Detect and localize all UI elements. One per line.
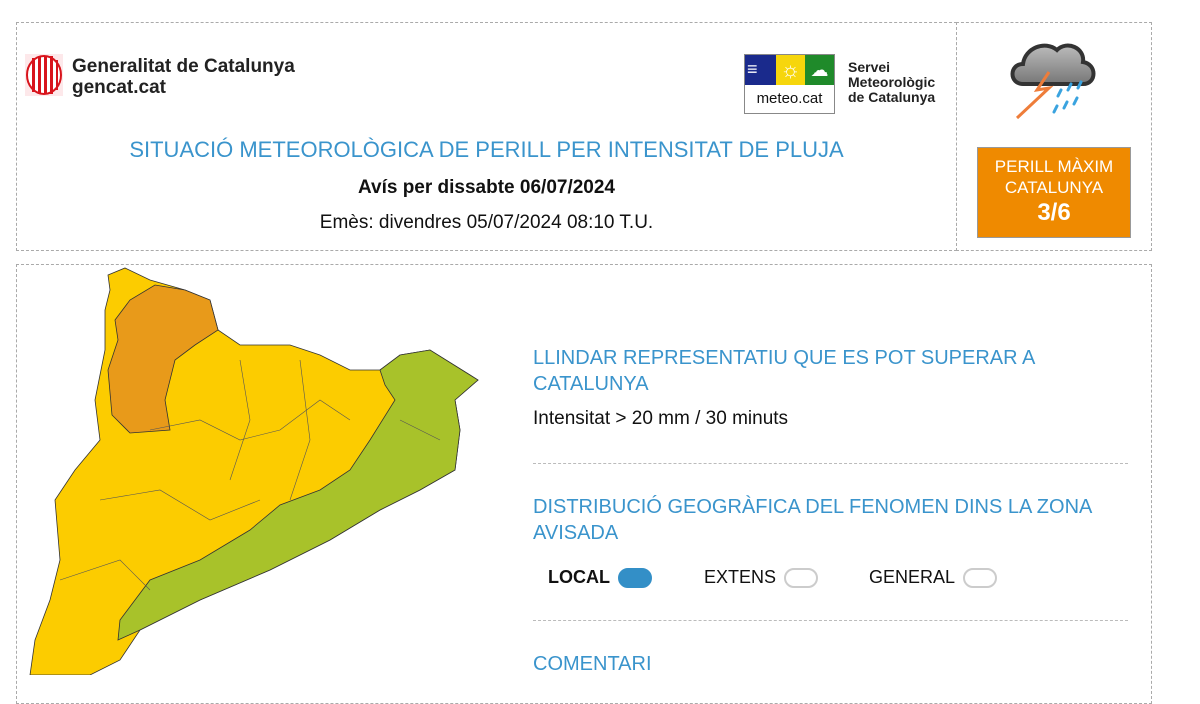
max-danger-badge: PERILL MÀXIM CATALUNYA 3/6 bbox=[977, 147, 1131, 238]
forecast-date: Avís per dissabte 06/07/2024 bbox=[357, 177, 615, 198]
option-local: LOCAL bbox=[548, 567, 652, 588]
page-title: SITUACIÓ METEOROLÒGICA DE PERILL PER INT… bbox=[129, 137, 844, 162]
distribution-heading: DISTRIBUCIÓ GEOGRÀFICA DEL FENOMEN DINS … bbox=[533, 496, 1092, 544]
smc-name-line: Meteorològic bbox=[848, 74, 936, 90]
meteocat-logo: ≡ ☼ ☁ meteo.cat bbox=[744, 54, 835, 114]
extens-indicator bbox=[784, 567, 819, 588]
danger-region: CATALUNYA bbox=[1004, 178, 1104, 197]
gencat-name: Generalitat de Catalunya bbox=[72, 56, 295, 77]
divider bbox=[533, 463, 1128, 464]
option-extens: EXTENS bbox=[704, 567, 819, 588]
divider bbox=[533, 620, 1128, 621]
comment-heading: COMENTARI bbox=[533, 653, 652, 675]
gencat-logo-icon bbox=[25, 54, 63, 96]
sun-icon: ☼ bbox=[776, 55, 805, 85]
option-label: EXTENS bbox=[704, 567, 777, 587]
general-indicator bbox=[963, 567, 998, 588]
map-region-green bbox=[117, 349, 479, 641]
storm-rain-icon bbox=[1010, 43, 1096, 120]
danger-box bbox=[956, 22, 1152, 251]
local-indicator bbox=[618, 567, 652, 588]
option-general: GENERAL bbox=[869, 567, 998, 588]
smc-name-line: de Catalunya bbox=[848, 89, 936, 105]
sea-icon: ≡ bbox=[745, 55, 776, 85]
option-label: GENERAL bbox=[869, 567, 956, 587]
smc-name-line: Servei bbox=[848, 59, 891, 75]
map-region-orange bbox=[107, 284, 219, 434]
threshold-value: Intensitat > 20 mm / 30 minuts bbox=[533, 408, 789, 429]
danger-level: 3/6 bbox=[1037, 199, 1071, 226]
option-label: LOCAL bbox=[548, 567, 610, 587]
danger-label: PERILL MÀXIM bbox=[994, 157, 1114, 176]
issued-time: Emès: divendres 05/07/2024 08:10 T.U. bbox=[319, 212, 654, 233]
meteocat-logo-text: meteo.cat bbox=[756, 90, 823, 107]
threshold-heading: LLINDAR REPRESENTATIU QUE ES POT SUPERAR… bbox=[533, 347, 1035, 395]
gencat-site: gencat.cat bbox=[72, 77, 166, 98]
cloud-icon: ☁ bbox=[805, 55, 834, 85]
catalonia-warning-map bbox=[29, 267, 479, 675]
